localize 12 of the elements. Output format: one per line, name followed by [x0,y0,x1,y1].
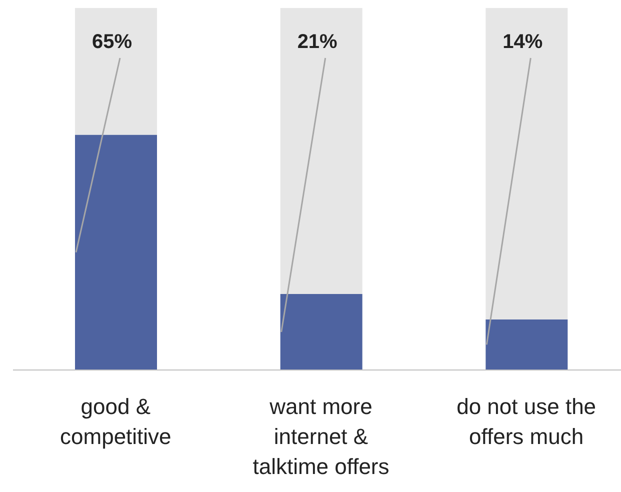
bar [280,294,362,370]
data-label: 65% [92,31,132,53]
bar [280,8,362,294]
x-tick-label: want more internet & talktime offers [252,394,390,479]
bar [486,319,568,370]
bar [75,134,157,370]
data-label: 14% [502,31,543,53]
bar [75,8,157,135]
bar [486,8,568,320]
x-tick-label: do not use the offers much [456,394,596,449]
x-tick-label: good & competitive [60,394,172,449]
data-label: 21% [297,31,338,53]
